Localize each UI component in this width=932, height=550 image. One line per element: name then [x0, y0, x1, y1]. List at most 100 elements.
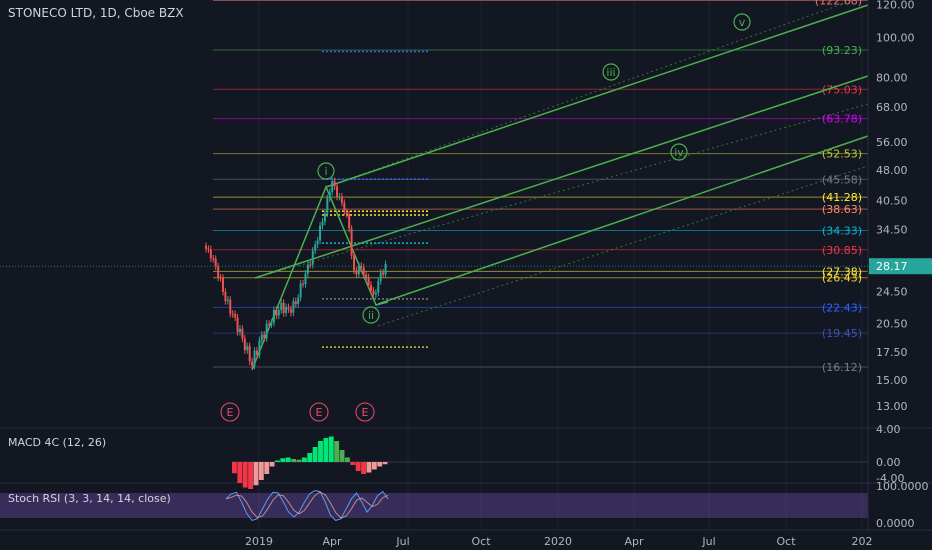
macd-bar [275, 460, 280, 462]
candle-body [333, 181, 336, 187]
macd-bar [339, 450, 345, 462]
candle-body [272, 310, 275, 323]
price-tick: 56.00 [876, 136, 908, 149]
candle-body [377, 280, 380, 293]
price-tick: 120.00 [876, 0, 915, 11]
time-tick: Jul [701, 535, 715, 548]
indicator-tick: 0.00 [876, 456, 901, 469]
time-tick: Jul [395, 535, 409, 548]
earnings-marker-circle [355, 402, 375, 422]
candle-body [306, 264, 309, 274]
price-tick: 34.50 [876, 224, 908, 237]
grid-lines [0, 0, 932, 530]
candle-body [355, 270, 358, 275]
wave-label-i: i [324, 165, 327, 178]
macd-bar [264, 462, 270, 474]
time-tick: Apr [322, 535, 342, 548]
price-tick: 20.50 [876, 318, 908, 331]
last-price-value: 28.17 [876, 260, 908, 273]
candle-body [372, 290, 375, 295]
candle-body [289, 309, 292, 313]
macd-bar [382, 462, 388, 465]
time-tick: 2019 [245, 535, 273, 548]
indicator-tick: 0.0000 [876, 517, 915, 530]
candle-body [263, 334, 266, 339]
channel-dotted-line [377, 165, 869, 327]
candle-body [304, 273, 307, 284]
candle-body [336, 186, 339, 197]
candle-body [275, 310, 278, 316]
candle-body [258, 340, 261, 355]
candle-body [209, 249, 212, 259]
macd-bar [318, 441, 323, 462]
fib-level-label: (30.85) [822, 244, 862, 257]
candle-body [285, 307, 288, 313]
macd-bar [248, 462, 254, 489]
earnings-marker-circle [220, 402, 240, 422]
macd-bar [312, 447, 318, 462]
stoch-band [0, 493, 868, 518]
stoch-d-line [225, 491, 389, 519]
candle-body [384, 263, 387, 275]
candle-body [357, 265, 360, 275]
indicator-tick: 4.00 [876, 423, 901, 436]
fib-level-label: (63.78) [822, 113, 862, 126]
fib-level-label: (22.43) [822, 301, 862, 314]
price-tick: 13.00 [876, 400, 908, 413]
candle-body [343, 202, 346, 212]
fib-level-label: (19.45) [822, 327, 862, 340]
fib-level-label: (75.03) [822, 83, 862, 96]
candle-body [316, 240, 319, 245]
candle-body [224, 291, 227, 301]
fib-level-label: (26.43) [822, 272, 862, 285]
fib-levels: (122.68) (93.23) (75.03) (63.78) (52.53) (45.… [213, 0, 868, 374]
candle-body [350, 228, 353, 256]
candle-body [292, 301, 295, 313]
wave-label-circle [362, 306, 380, 324]
candle-body [348, 214, 351, 229]
fib-level-label: (122.68) [815, 0, 862, 7]
candle-body [323, 213, 326, 222]
price-candles [205, 177, 387, 370]
time-tick: 202 [852, 535, 873, 548]
fib-level-label: (27.38) [822, 265, 862, 278]
candle-body [253, 350, 256, 366]
wave-label-iv: iv [674, 146, 684, 159]
candle-body [365, 274, 368, 278]
stoch-label[interactable]: Stoch RSI (3, 3, 14, 14, close) [8, 492, 171, 505]
candle-body [205, 246, 207, 249]
candle-body [217, 266, 220, 278]
price-tick: 80.00 [876, 72, 908, 85]
macd-bar [344, 457, 350, 462]
candle-body [374, 292, 377, 295]
candle-body [246, 346, 249, 351]
time-tick: Apr [624, 535, 644, 548]
indicator-tick: -4.00 [876, 472, 904, 485]
fib-level-label: (34.33) [822, 224, 862, 237]
channel-lower-line [377, 135, 869, 305]
candle-body [353, 255, 356, 271]
candle-body [270, 322, 273, 325]
candle-body [345, 211, 348, 215]
fib-level-label: (41.28) [822, 191, 862, 204]
candle-body [280, 302, 283, 311]
candle-body [282, 302, 285, 313]
candle-body [326, 198, 329, 214]
candle-body [321, 221, 324, 226]
macd-bar [296, 459, 302, 462]
macd-bar [307, 453, 313, 462]
candle-body [340, 196, 343, 203]
price-tick: 24.50 [876, 285, 908, 298]
earnings-marker: E [316, 406, 323, 419]
macd-label[interactable]: MACD 4C (12, 26) [8, 436, 107, 449]
pitchfork-channel [251, 0, 869, 371]
candle-body [207, 248, 210, 250]
earnings-marker: E [362, 406, 369, 419]
macd-bar [285, 457, 291, 462]
candle-body [309, 264, 312, 266]
candle-body [231, 313, 234, 315]
macd-bar [350, 462, 356, 465]
indicator-tick: 100.0000 [876, 480, 929, 493]
